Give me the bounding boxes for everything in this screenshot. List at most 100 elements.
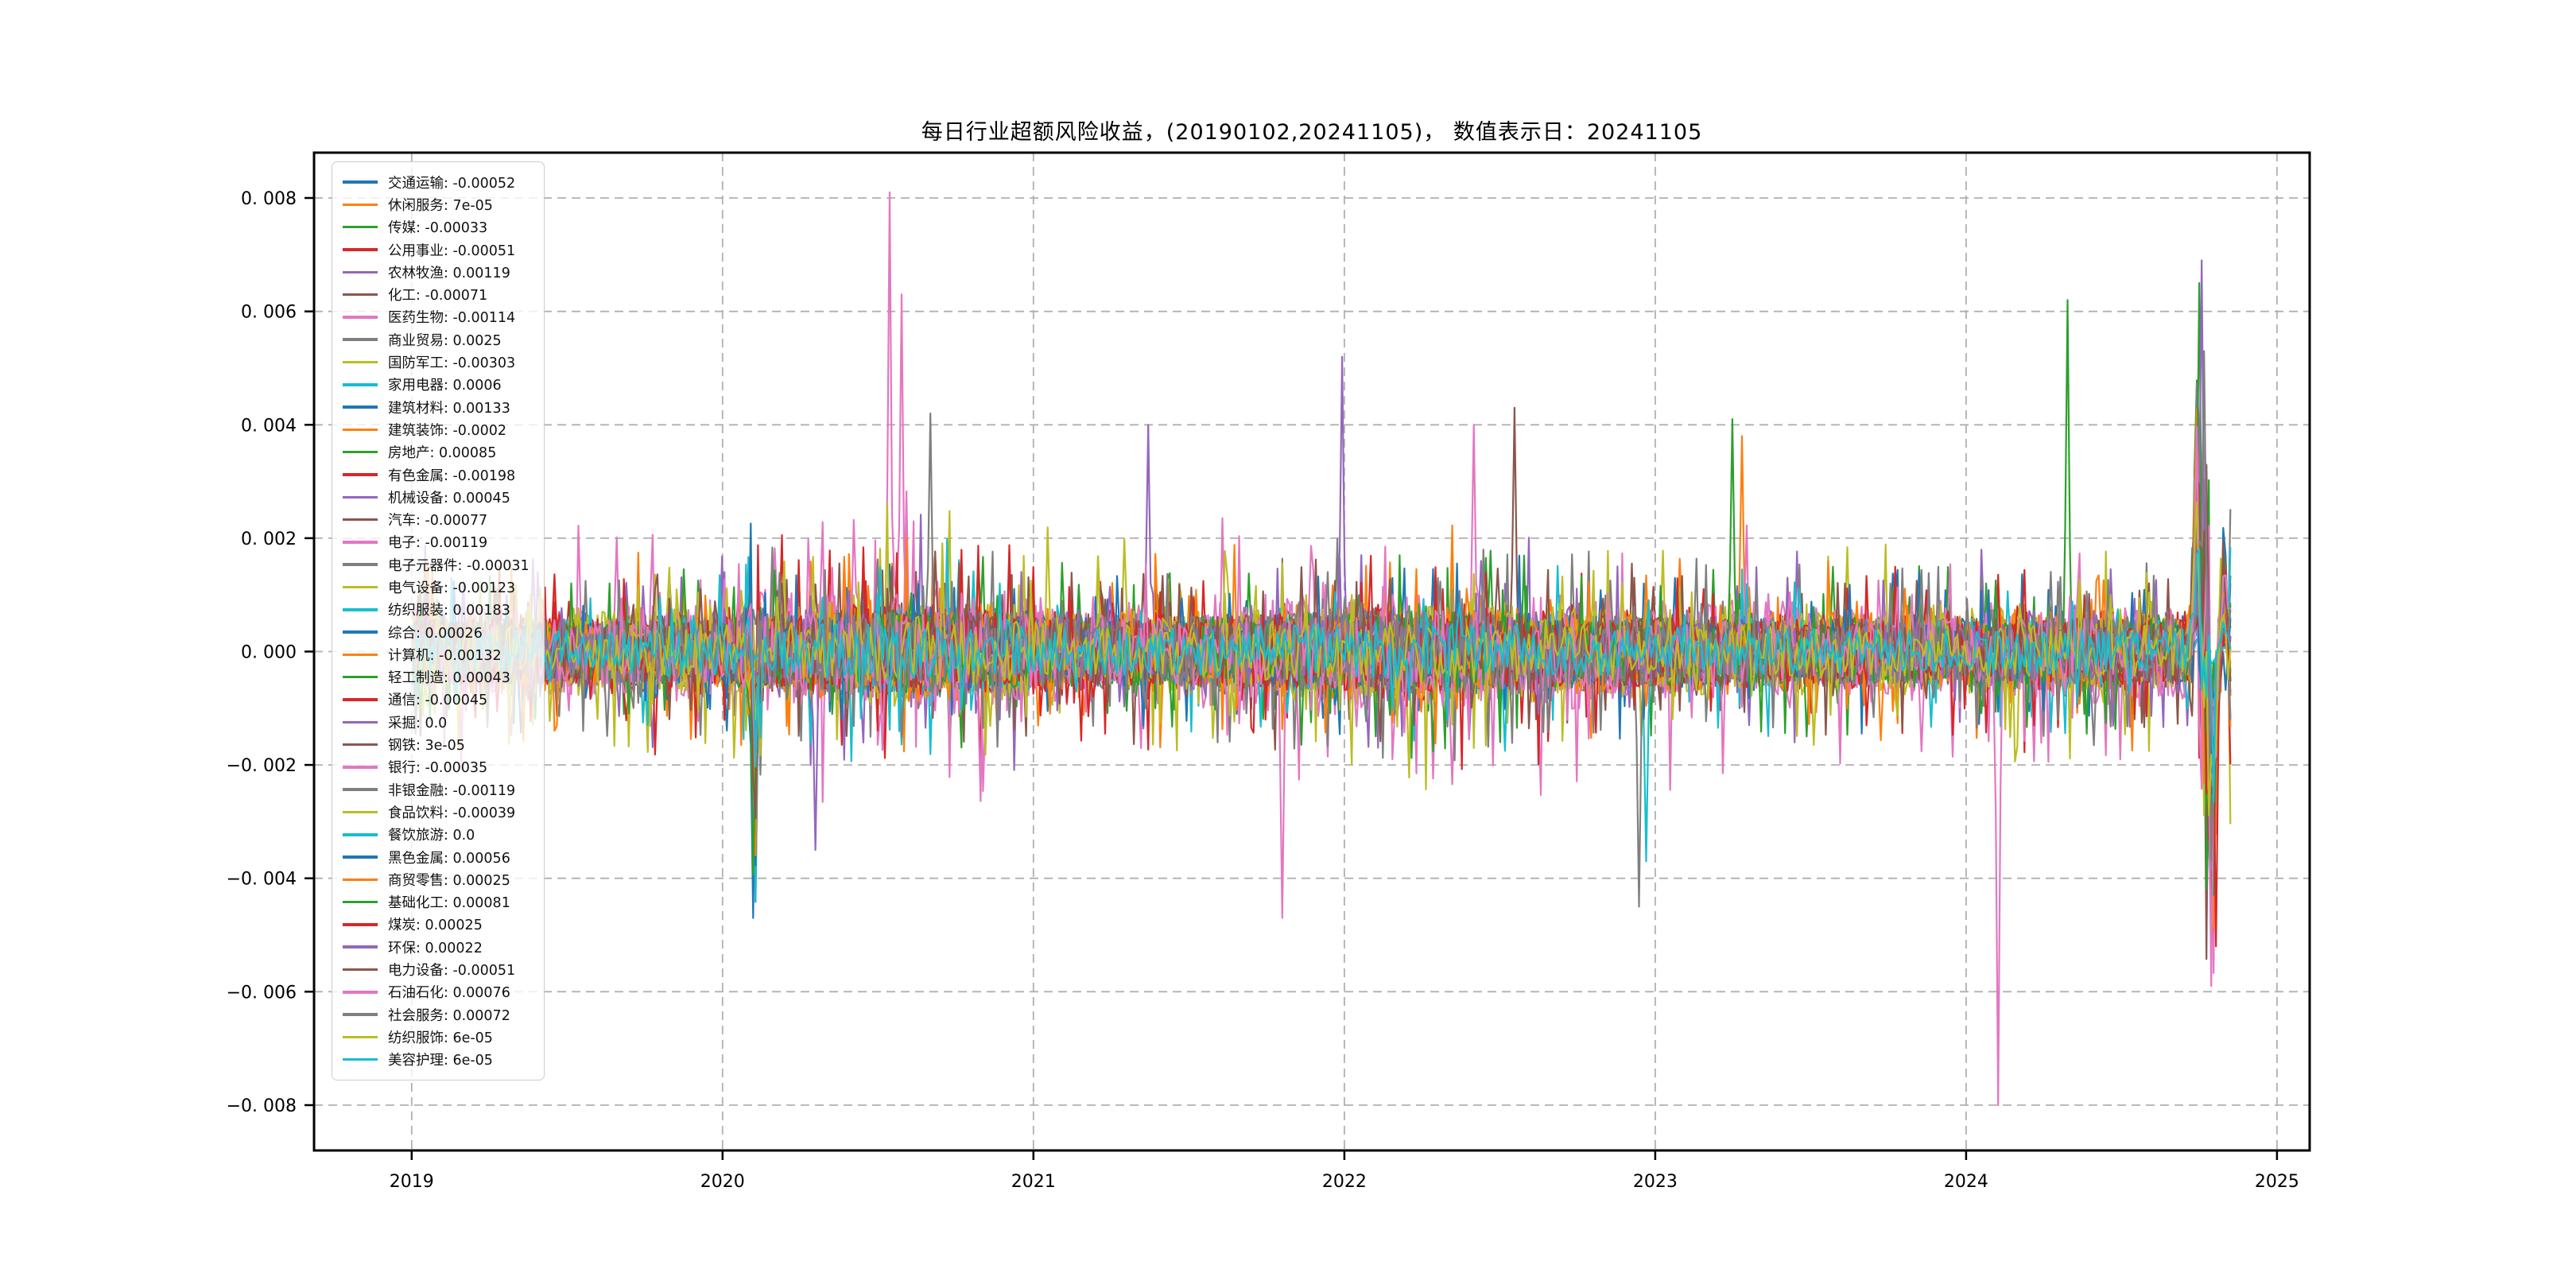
legend-item: 电力设备: -0.00051 [343, 958, 530, 980]
legend-item: 轻工制造: 0.00043 [343, 666, 530, 689]
legend-label: 食品饮料: -0.00039 [388, 805, 516, 821]
series-line-6 [412, 191, 2232, 975]
legend-label: 建筑材料: 0.00133 [388, 400, 510, 417]
legend-label: 纺织服装: 0.00183 [388, 603, 510, 619]
legend-item: 商业贸易: 0.0025 [343, 328, 530, 351]
legend-label: 纺织服饰: 6e-05 [388, 1030, 493, 1046]
y-tick-label: 0. 002 [241, 530, 297, 549]
legend-item: 煤炭: 0.00025 [343, 914, 530, 936]
y-tick-label: −0. 002 [227, 756, 297, 776]
legend-label: 商业贸易: 0.0025 [388, 332, 502, 349]
x-tick-label: 2024 [1944, 1172, 1988, 1192]
legend-line-icon [343, 383, 378, 386]
legend-label: 银行: -0.00035 [388, 760, 488, 777]
legend-item: 食品饮料: -0.00039 [343, 801, 530, 823]
legend-item: 汽车: -0.00077 [343, 508, 530, 530]
legend-line-icon [343, 855, 378, 859]
legend-line-icon [343, 991, 378, 994]
legend: 交通运输: -0.00052 休闲服务: 7e-05 传媒: -0.00033 公用事… [332, 161, 545, 1080]
legend-line-icon [343, 720, 378, 724]
legend-line-icon [343, 563, 378, 566]
legend-label: 餐饮旅游: 0.0 [388, 828, 475, 844]
legend-item: 美容护理: 6e-05 [343, 1049, 530, 1071]
legend-label: 电气设备: -0.00123 [388, 580, 516, 596]
legend-label: 有色金属: -0.00198 [388, 467, 516, 484]
legend-line-icon [343, 360, 378, 364]
legend-line-icon [343, 810, 378, 814]
legend-line-icon [343, 788, 378, 791]
legend-line-icon [343, 833, 378, 836]
legend-line-icon [343, 1013, 378, 1016]
y-tick-label: −0. 006 [227, 983, 297, 1003]
legend-item: 采掘: 0.0 [343, 711, 530, 733]
legend-label: 美容护理: 6e-05 [388, 1053, 493, 1069]
series-line-36 [412, 425, 2232, 1107]
legend-item: 基础化工: 0.00081 [343, 891, 530, 914]
x-tick-label: 2025 [2255, 1172, 2299, 1192]
y-tick-label: 0. 008 [241, 189, 297, 209]
y-tick-label: 0. 004 [241, 416, 297, 436]
legend-item: 家用电器: 0.0006 [343, 374, 530, 396]
legend-line-icon [343, 338, 378, 341]
legend-label: 家用电器: 0.0006 [388, 378, 502, 394]
legend-line-icon [343, 675, 378, 679]
chart-title: 每日行业超额风险收益，(20190102,20241105)， 数值表示日：20… [921, 120, 1703, 145]
legend-item: 医药生物: -0.00114 [343, 306, 530, 328]
legend-label: 石油石化: 0.00076 [388, 985, 510, 1002]
legend-item: 传媒: -0.00033 [343, 216, 530, 239]
legend-label: 建筑装饰: -0.0002 [388, 422, 507, 439]
legend-line-icon [343, 653, 378, 657]
legend-label: 国防军工: -0.00303 [388, 355, 516, 372]
legend-label: 农林牧渔: 0.00119 [388, 265, 510, 281]
legend-label: 采掘: 0.0 [388, 715, 448, 731]
legend-label: 非银金融: -0.00119 [388, 782, 516, 799]
legend-line-icon [343, 698, 378, 701]
legend-item: 交通运输: -0.00052 [343, 171, 530, 193]
x-tick-label: 2019 [390, 1172, 434, 1192]
legend-item: 环保: 0.00022 [343, 936, 530, 958]
x-tick-label: 2021 [1011, 1172, 1056, 1192]
legend-line-icon [343, 945, 378, 949]
legend-item: 社会服务: 0.00072 [343, 1003, 530, 1026]
legend-label: 汽车: -0.00077 [388, 513, 488, 530]
legend-line-icon [343, 248, 378, 251]
legend-label: 房地产: 0.00085 [388, 445, 497, 462]
legend-label: 医药生物: -0.00114 [388, 310, 516, 327]
legend-label: 电子元器件: -0.00031 [388, 557, 530, 574]
legend-line-icon [343, 405, 378, 409]
legend-item: 机械设备: 0.00045 [343, 486, 530, 508]
legend-label: 公用事业: -0.00051 [388, 242, 516, 259]
legend-label: 化工: -0.00071 [388, 288, 488, 305]
legend-label: 社会服务: 0.00072 [388, 1007, 510, 1024]
legend-label: 基础化工: 0.00081 [388, 895, 510, 912]
legend-label: 轻工制造: 0.00043 [388, 670, 510, 687]
legend-line-icon [343, 1057, 378, 1061]
legend-line-icon [343, 428, 378, 432]
legend-label: 通信: -0.00045 [388, 692, 488, 709]
legend-item: 公用事业: -0.00051 [343, 239, 530, 261]
legend-line-icon [343, 1035, 378, 1039]
legend-label: 综合: 0.00026 [388, 625, 483, 642]
legend-item: 纺织服装: 0.00183 [343, 599, 530, 621]
legend-item: 银行: -0.00035 [343, 756, 530, 778]
legend-item: 电子元器件: -0.00031 [343, 553, 530, 576]
y-tick-label: 0. 000 [241, 643, 297, 663]
legend-line-icon [343, 608, 378, 611]
legend-item: 房地产: 0.00085 [343, 441, 530, 464]
legend-item: 计算机: -0.00132 [343, 643, 530, 665]
legend-label: 交通运输: -0.00052 [388, 175, 516, 192]
legend-label: 传媒: -0.00033 [388, 220, 488, 237]
legend-label: 环保: 0.00022 [388, 940, 483, 956]
x-tick-label: 2023 [1633, 1172, 1678, 1192]
legend-label: 钢铁: 3e-05 [388, 738, 465, 755]
legend-label: 电子: -0.00119 [388, 535, 488, 552]
legend-line-icon [343, 203, 378, 207]
series-line-39 [412, 549, 2232, 804]
legend-line-icon [343, 585, 378, 589]
legend-item: 休闲服务: 7e-05 [343, 193, 530, 215]
legend-line-icon [343, 630, 378, 634]
series-line-34 [412, 259, 2232, 871]
legend-line-icon [343, 900, 378, 904]
